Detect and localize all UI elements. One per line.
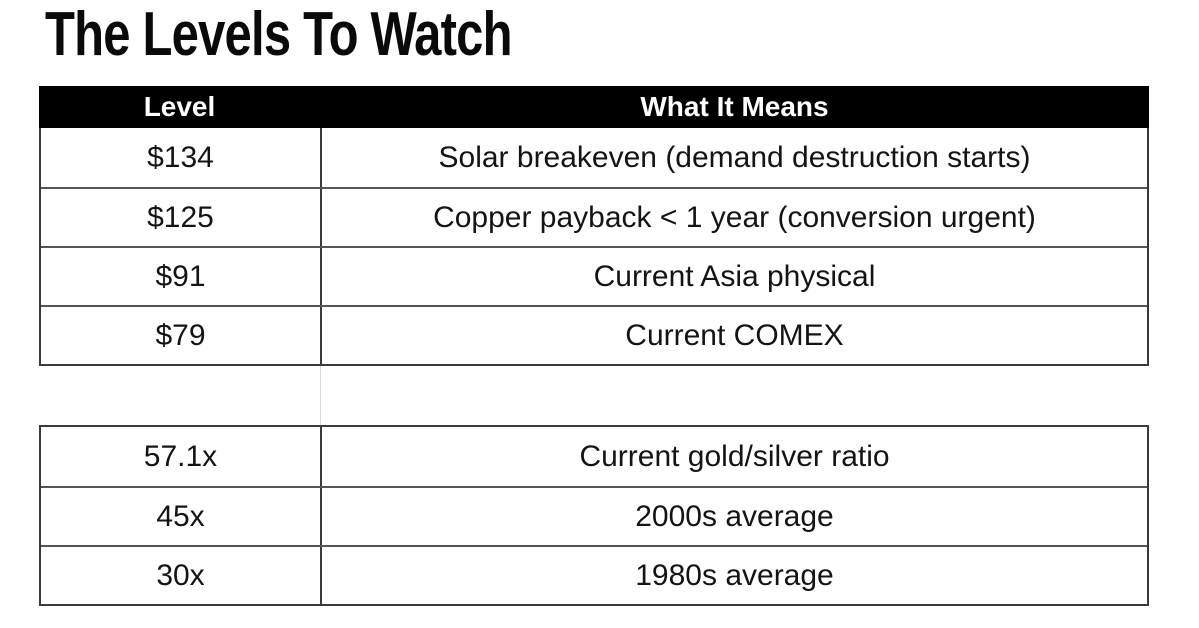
price-levels-section: $134 Solar breakeven (demand destruction…	[39, 128, 1149, 366]
level-cell: $91	[41, 248, 322, 305]
table-header-row: Level What It Means	[39, 86, 1149, 128]
table-row: 45x 2000s average	[41, 486, 1147, 545]
level-cell: $79	[41, 307, 322, 364]
level-cell: 30x	[41, 547, 322, 604]
faint-column-divider	[320, 366, 321, 425]
meaning-cell: Current Asia physical	[593, 259, 876, 293]
table-row: $134 Solar breakeven (demand destruction…	[41, 128, 1147, 187]
meaning-cell: Solar breakeven (demand destruction star…	[438, 140, 1031, 174]
table-row: $125 Copper payback < 1 year (conversion…	[41, 187, 1147, 246]
table-row: $91 Current Asia physical	[41, 246, 1147, 305]
header-cell-level: Level	[143, 91, 216, 122]
meaning-cell: 2000s average	[635, 499, 834, 533]
gold-silver-ratio-section: 57.1x Current gold/silver ratio 45x 2000…	[39, 425, 1149, 606]
table-section-gap	[39, 366, 1149, 425]
header-cell-meaning: What It Means	[640, 91, 829, 122]
level-cell: $134	[41, 128, 322, 187]
level-cell: $125	[41, 189, 322, 246]
page-title: The Levels To Watch	[45, 0, 513, 69]
table-row: 30x 1980s average	[41, 545, 1147, 604]
meaning-cell: Copper payback < 1 year (conversion urge…	[433, 200, 1036, 234]
meaning-cell: Current gold/silver ratio	[579, 439, 890, 473]
level-cell: 45x	[41, 488, 322, 545]
table-row: 57.1x Current gold/silver ratio	[41, 427, 1147, 486]
table-row: $79 Current COMEX	[41, 305, 1147, 364]
meaning-cell: Current COMEX	[625, 318, 844, 352]
level-cell: 57.1x	[41, 427, 322, 486]
levels-table: Level What It Means $134 Solar breakeven…	[39, 86, 1149, 606]
meaning-cell: 1980s average	[635, 558, 834, 592]
